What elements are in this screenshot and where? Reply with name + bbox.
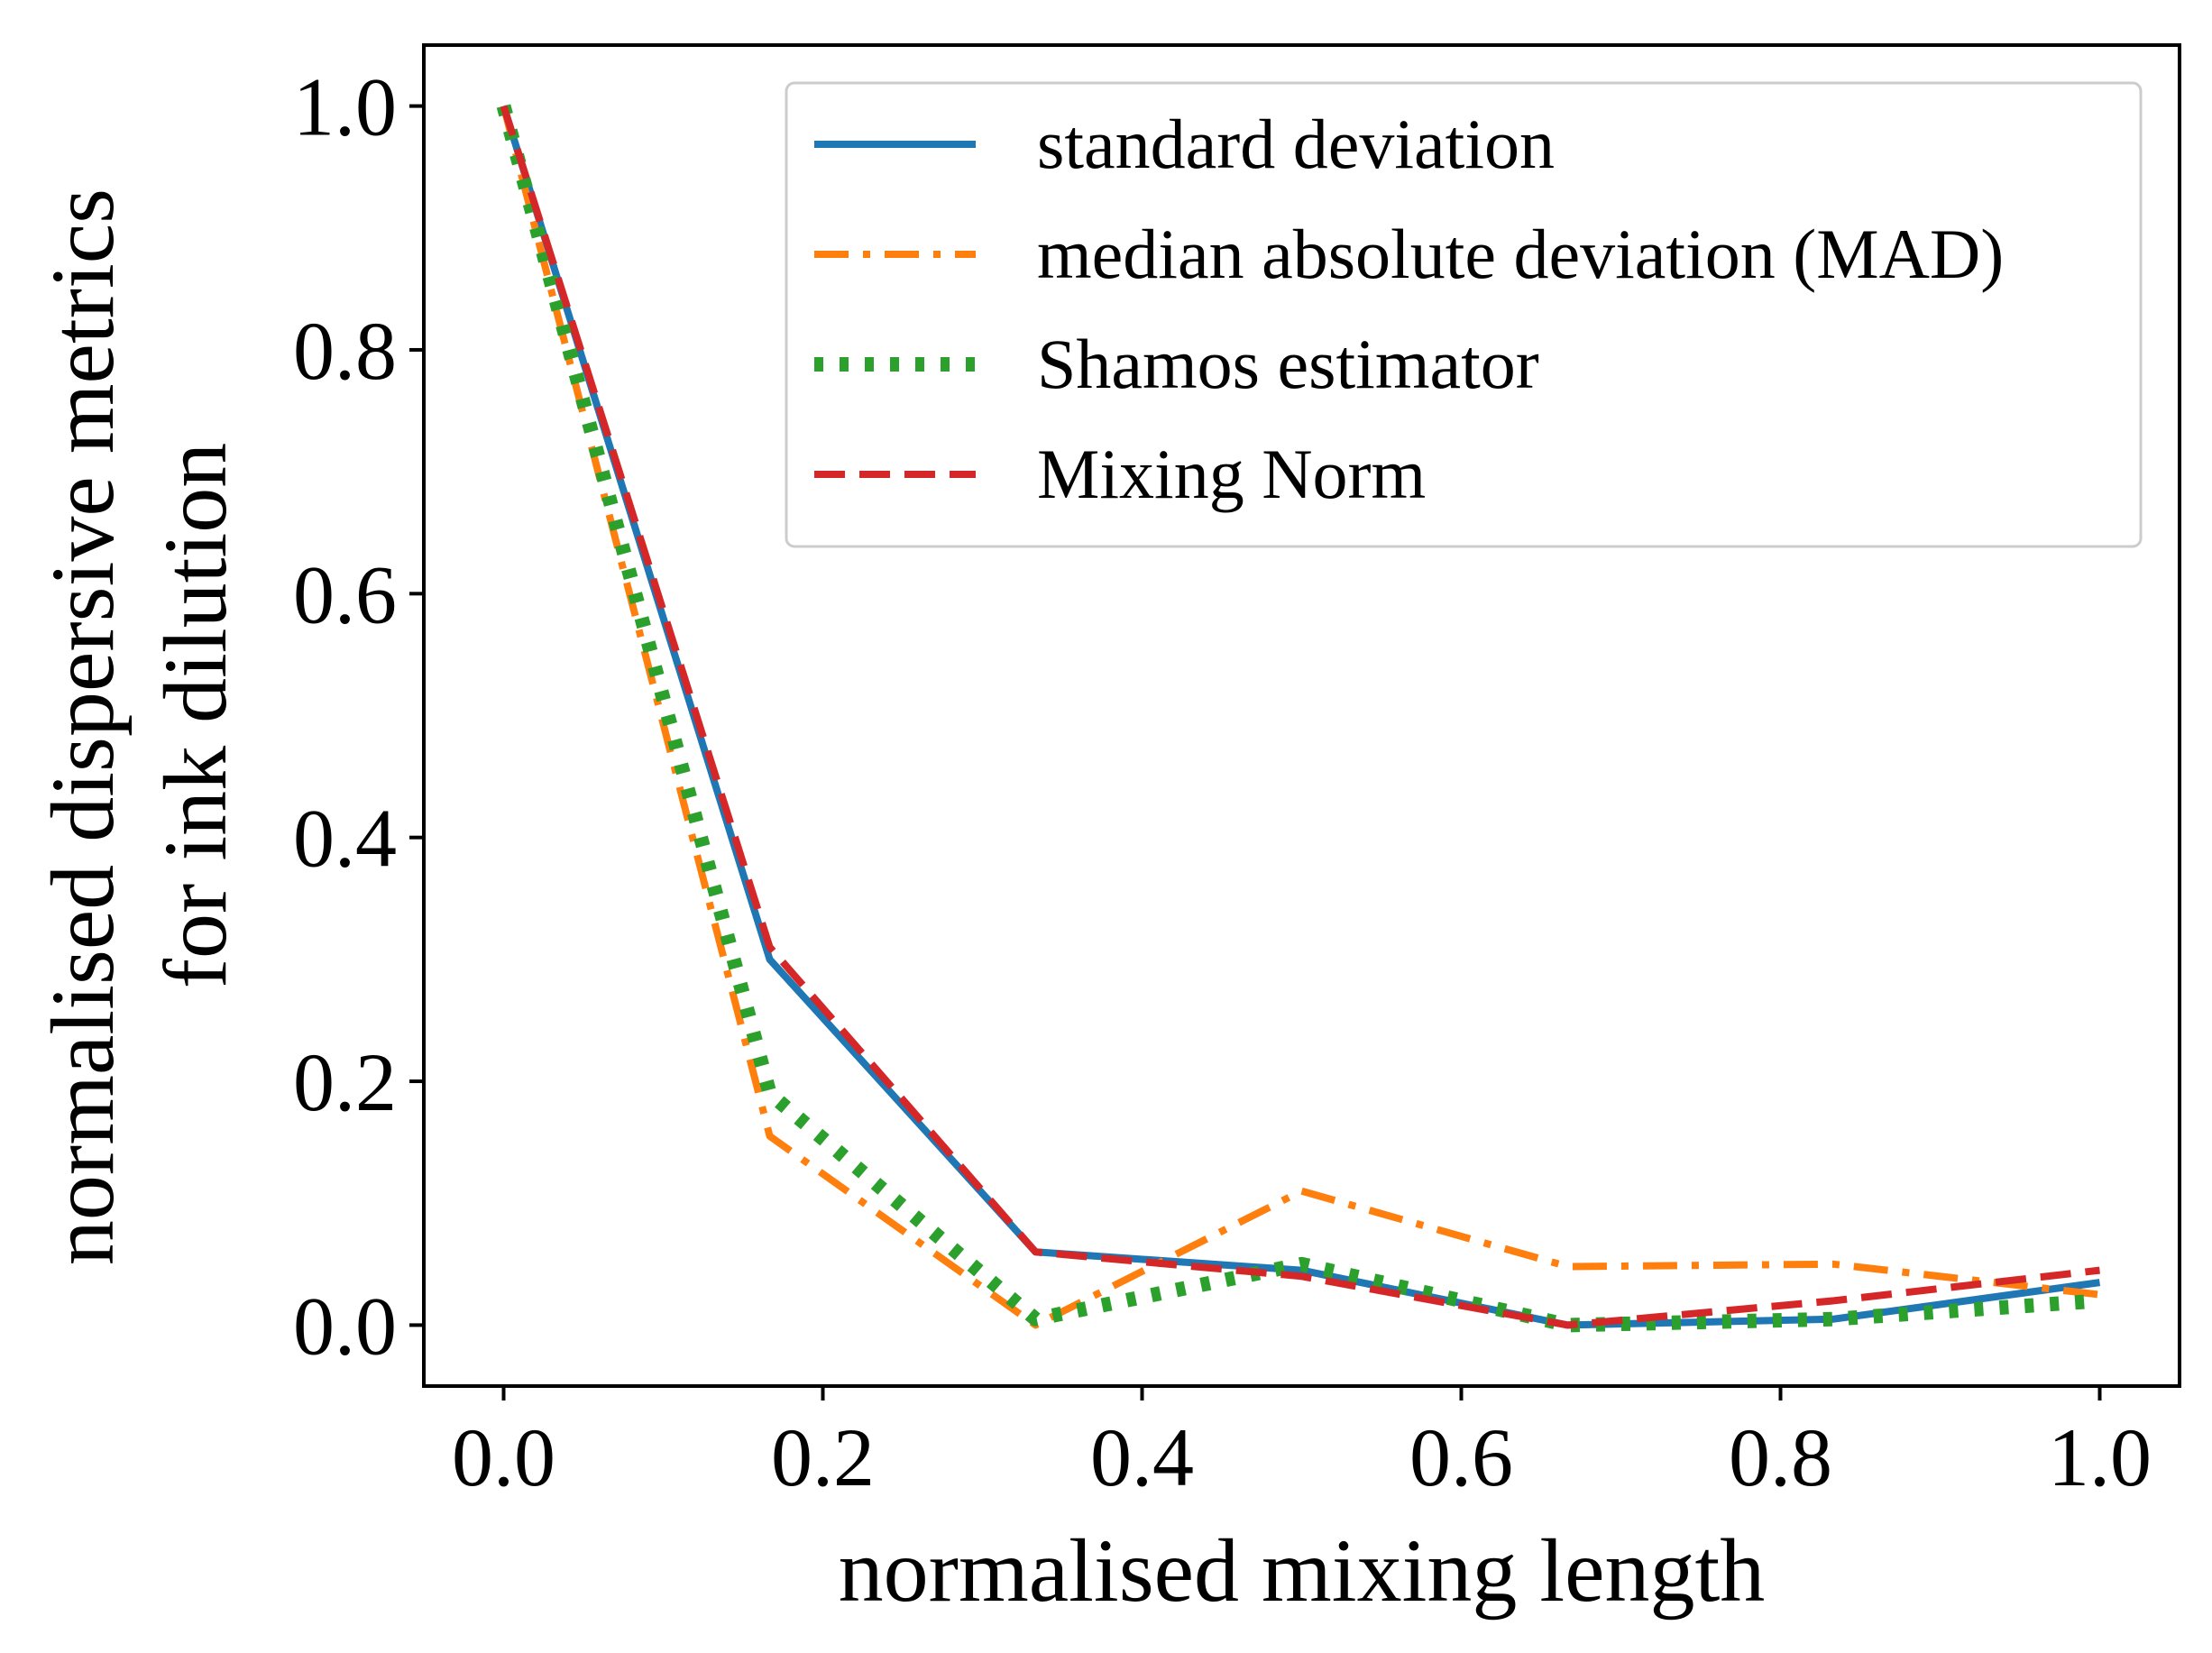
legend-items: standard deviation median absolute deviat… (814, 105, 2004, 513)
x-tick-label: 0.4 (1090, 1411, 1194, 1503)
plot-frame (422, 43, 2181, 1388)
y-tick-label: 0.2 (293, 1036, 397, 1128)
y-axis-label: normalised dispersive metrics for ink di… (32, 166, 245, 1265)
y-axis-label-line-1: normalised dispersive metrics (32, 188, 133, 1265)
series-layer (496, 104, 2101, 1333)
x-axis-label: normalised mixing length (839, 1520, 1766, 1621)
x-tick-label: 0.2 (771, 1411, 875, 1503)
legend-label-1: median absolute deviation (MAD) (1037, 215, 2004, 293)
y-tick-label: 0.0 (293, 1280, 397, 1372)
series-line-3 (500, 105, 2100, 1329)
legend: standard deviation median absolute deviat… (785, 81, 2143, 548)
legend-box (785, 81, 2143, 548)
legend-label-3: Mixing Norm (1037, 435, 1426, 513)
legend-label-2: Shamos estimator (1037, 325, 1539, 403)
y-tick-label: 0.4 (293, 793, 397, 885)
x-tick-label: 1.0 (2048, 1411, 2152, 1503)
x-tick-label: 0.8 (1729, 1411, 1832, 1503)
series-line-1 (500, 105, 2100, 1329)
y-tick-label: 0.8 (293, 305, 397, 397)
y-tick-label: 1.0 (293, 61, 397, 153)
x-tick-label: 0.0 (452, 1411, 555, 1503)
axis-ticks: 0.0 0.2 0.4 0.6 0.8 1.0 0.0 0.2 0.4 0.6 0.8 1.0 (293, 61, 2152, 1503)
y-tick-label: 0.6 (293, 548, 397, 640)
legend-label-0: standard deviation (1037, 105, 1555, 183)
y-axis-label-line-2: for ink dilution (145, 443, 245, 989)
x-tick-label: 0.6 (1409, 1411, 1513, 1503)
series-line-2 (496, 104, 2101, 1333)
